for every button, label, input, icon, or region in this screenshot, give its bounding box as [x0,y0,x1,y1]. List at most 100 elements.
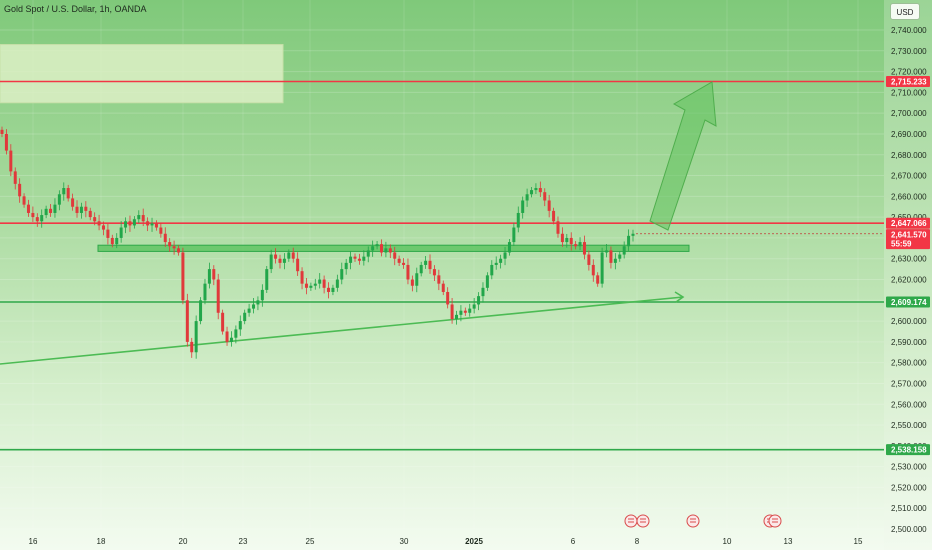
candle [463,307,467,316]
candle-body [560,233,564,243]
currency-button[interactable]: USD [890,3,920,20]
candle [101,221,105,236]
candle-body [101,225,105,230]
candle [521,196,525,219]
candle-body [79,206,83,213]
candle-body [463,310,467,313]
candle [137,210,141,224]
candle [397,255,401,266]
candle [627,229,631,252]
candle [9,144,13,177]
candle [177,245,181,256]
candle [366,246,370,263]
event-flag-icon[interactable] [686,514,700,528]
event-flag-circle [686,514,700,528]
y-tick-label: 2,680.000 [891,151,927,160]
x-tick-label: 6 [571,537,576,546]
candle [609,246,613,269]
candle-body [97,221,101,226]
candle [525,188,529,207]
candle [79,202,83,219]
candle-body [13,171,17,184]
candle [26,199,30,217]
price-tag-box [886,296,930,308]
price-tag-box [886,444,930,456]
candle-body [353,256,357,259]
x-tick-label: 13 [784,537,793,546]
support-zone-box[interactable] [97,244,690,252]
candle-body [75,206,79,213]
candle [132,216,136,229]
candle [278,254,282,269]
y-tick-label: 2,500.000 [891,525,927,534]
y-tick-label: 2,570.000 [891,379,927,388]
candle-body [163,233,167,243]
candle-body [534,188,538,191]
candle [600,247,604,288]
candle-body [146,221,150,226]
candle [260,284,264,307]
candle-body [287,252,291,259]
event-flag-icon[interactable] [636,514,650,528]
candle-body [574,244,578,247]
candle [446,287,450,309]
candle-body [481,287,485,297]
y-tick-label: 2,720.000 [891,68,927,77]
candle-body [225,331,229,342]
candle-body [132,219,136,226]
candle [547,194,551,218]
candle [569,232,573,251]
candle [190,337,194,358]
candle [393,246,397,266]
x-tick-label: 18 [97,537,106,546]
horizontal-lines [0,80,884,451]
trendline[interactable] [0,296,684,365]
candle [40,209,44,228]
event-flag-icon[interactable] [624,514,638,528]
candle-body [53,204,57,213]
candle [424,256,428,269]
candle-body [605,250,609,253]
candle [62,182,66,201]
candle-body [243,312,247,322]
candle-body [137,215,141,220]
candle-body [631,233,635,236]
candle [150,217,154,232]
candle [565,233,569,248]
candle-body [512,227,516,243]
candle-body [49,208,53,213]
candle [84,201,88,218]
price-axis-bg[interactable] [884,0,932,550]
x-tick-label: 16 [29,537,38,546]
candle [494,256,498,270]
projection-arrow[interactable] [649,81,717,231]
y-tick-label: 2,620.000 [891,276,927,285]
candle [357,253,361,265]
trendline-arrowhead [674,291,685,303]
candle-body [362,256,366,261]
candle-body [627,235,631,247]
candle [388,244,392,259]
candle [163,227,167,247]
x-tick-label: 30 [400,537,409,546]
candle-body [190,341,194,353]
candle [199,297,203,325]
candle-body [0,129,4,134]
candle-body [437,275,441,284]
candle [71,193,75,211]
candle [49,204,53,217]
y-tick-label: 2,650.000 [891,213,927,222]
economic-events[interactable] [624,514,782,528]
event-flag-icon[interactable] [768,514,782,528]
candle [578,237,582,251]
supply-zone-box[interactable] [0,44,284,104]
candle-body [410,279,414,286]
candle-body [530,190,534,195]
candle-body [578,242,582,247]
candle [499,254,503,269]
candle-body [538,188,542,193]
candle-body [357,258,361,261]
candle [349,251,353,270]
